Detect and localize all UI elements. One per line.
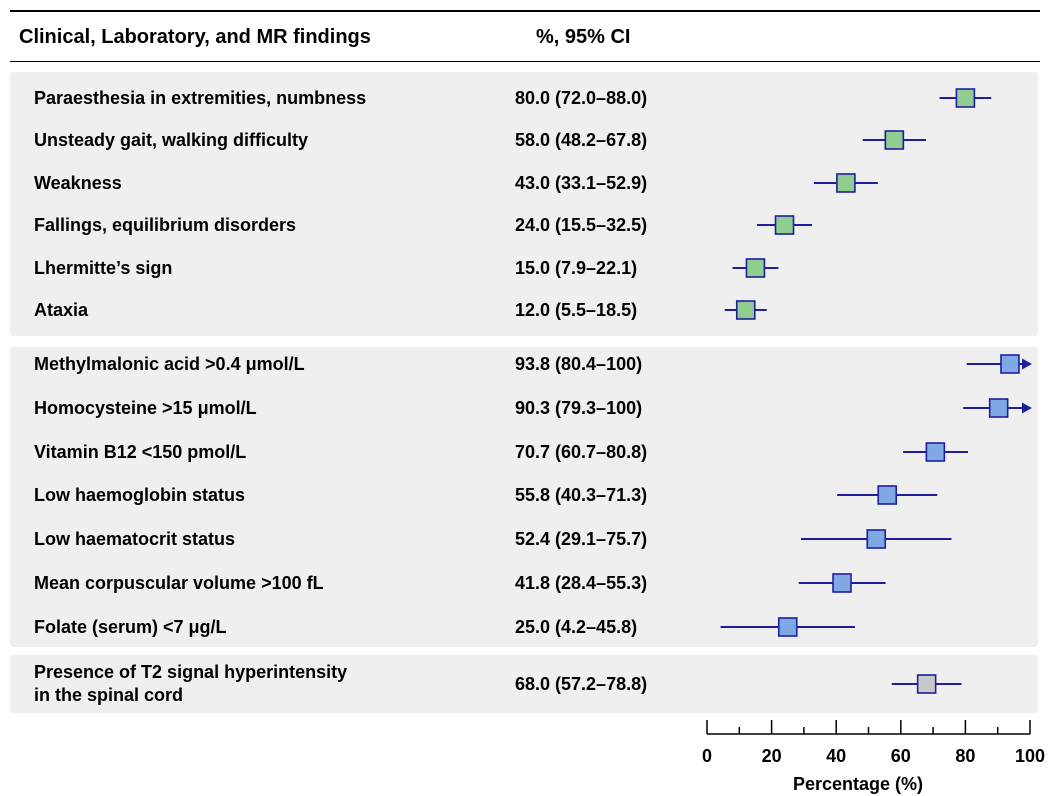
ci-value: 93.8 (80.4–100) [515, 353, 643, 374]
x-tick-label: 60 [891, 746, 911, 766]
finding-label: Presence of T2 signal hyperintensity in … [34, 662, 348, 705]
finding-label: Vitamin B12 <150 pmol/L [34, 441, 247, 462]
finding-label: Mean corpuscular volume >100 fL [34, 572, 324, 593]
ci-column-header: %, 95% CI [536, 26, 631, 48]
finding-label: Lhermitte’s sign [34, 257, 173, 278]
ci-value: 15.0 (7.9–22.1) [515, 257, 638, 278]
ci-value: 90.3 (79.3–100) [515, 397, 643, 418]
finding-label: Unsteady gait, walking difficulty [34, 129, 309, 150]
point-estimate-marker [777, 617, 798, 637]
x-tick-label: 0 [702, 746, 712, 766]
ci-arrowhead [1022, 402, 1032, 414]
group-panel [10, 347, 1038, 647]
x-tick-label: 20 [762, 746, 782, 766]
finding-label: Methylmalonic acid >0.4 μmol/L [34, 353, 305, 374]
point-estimate-marker [925, 442, 946, 462]
table-top-rule [10, 10, 1040, 12]
x-axis-title: Percentage (%) [793, 774, 924, 794]
x-tick-label: 80 [955, 746, 975, 766]
point-estimate-marker [836, 173, 856, 193]
ci-value: 25.0 (4.2–45.8) [515, 616, 638, 637]
ci-value: 41.8 (28.4–55.3) [515, 572, 648, 593]
header-rule [10, 61, 1040, 62]
finding-label: Weakness [34, 172, 122, 193]
group-panel [10, 655, 1038, 713]
findings-column-header: Clinical, Laboratory, and MR findings [19, 26, 371, 48]
ci-value: 68.0 (57.2–78.8) [515, 673, 648, 694]
finding-label: Paraesthesia in extremities, numbness [34, 87, 367, 108]
point-estimate-marker [916, 674, 937, 694]
ci-value: 24.0 (15.5–32.5) [515, 214, 648, 235]
point-estimate-marker [1000, 354, 1020, 374]
finding-label: Folate (serum) <7 μg/L [34, 616, 227, 637]
ci-value: 58.0 (48.2–67.8) [515, 129, 648, 150]
ci-value: 43.0 (33.1–52.9) [515, 172, 648, 193]
ci-value: 52.4 (29.1–75.7) [515, 528, 648, 549]
finding-label: Ataxia [34, 299, 89, 320]
point-estimate-marker [735, 300, 756, 320]
group-panel [10, 72, 1038, 336]
point-estimate-marker [832, 573, 852, 593]
point-estimate-marker [884, 130, 905, 150]
ci-value: 70.7 (60.7–80.8) [515, 441, 648, 462]
point-estimate-marker [877, 485, 898, 505]
ci-value: 55.8 (40.3–71.3) [515, 484, 648, 505]
ci-value: 12.0 (5.5–18.5) [515, 299, 638, 320]
point-estimate-marker [745, 258, 766, 278]
finding-label: Fallings, equilibrium disorders [34, 214, 297, 235]
finding-label: Low haematocrit status [34, 528, 236, 549]
x-tick-label: 40 [826, 746, 846, 766]
point-estimate-marker [866, 529, 887, 549]
x-tick-label: 100 [1015, 746, 1045, 766]
point-estimate-marker [955, 88, 976, 108]
point-estimate-marker [988, 398, 1009, 418]
finding-label: Homocysteine >15 μmol/L [34, 397, 257, 418]
finding-label: Low haemoglobin status [34, 484, 246, 505]
point-estimate-marker [774, 215, 795, 235]
ci-arrowhead [1022, 358, 1032, 370]
ci-value: 80.0 (72.0–88.0) [515, 87, 648, 108]
